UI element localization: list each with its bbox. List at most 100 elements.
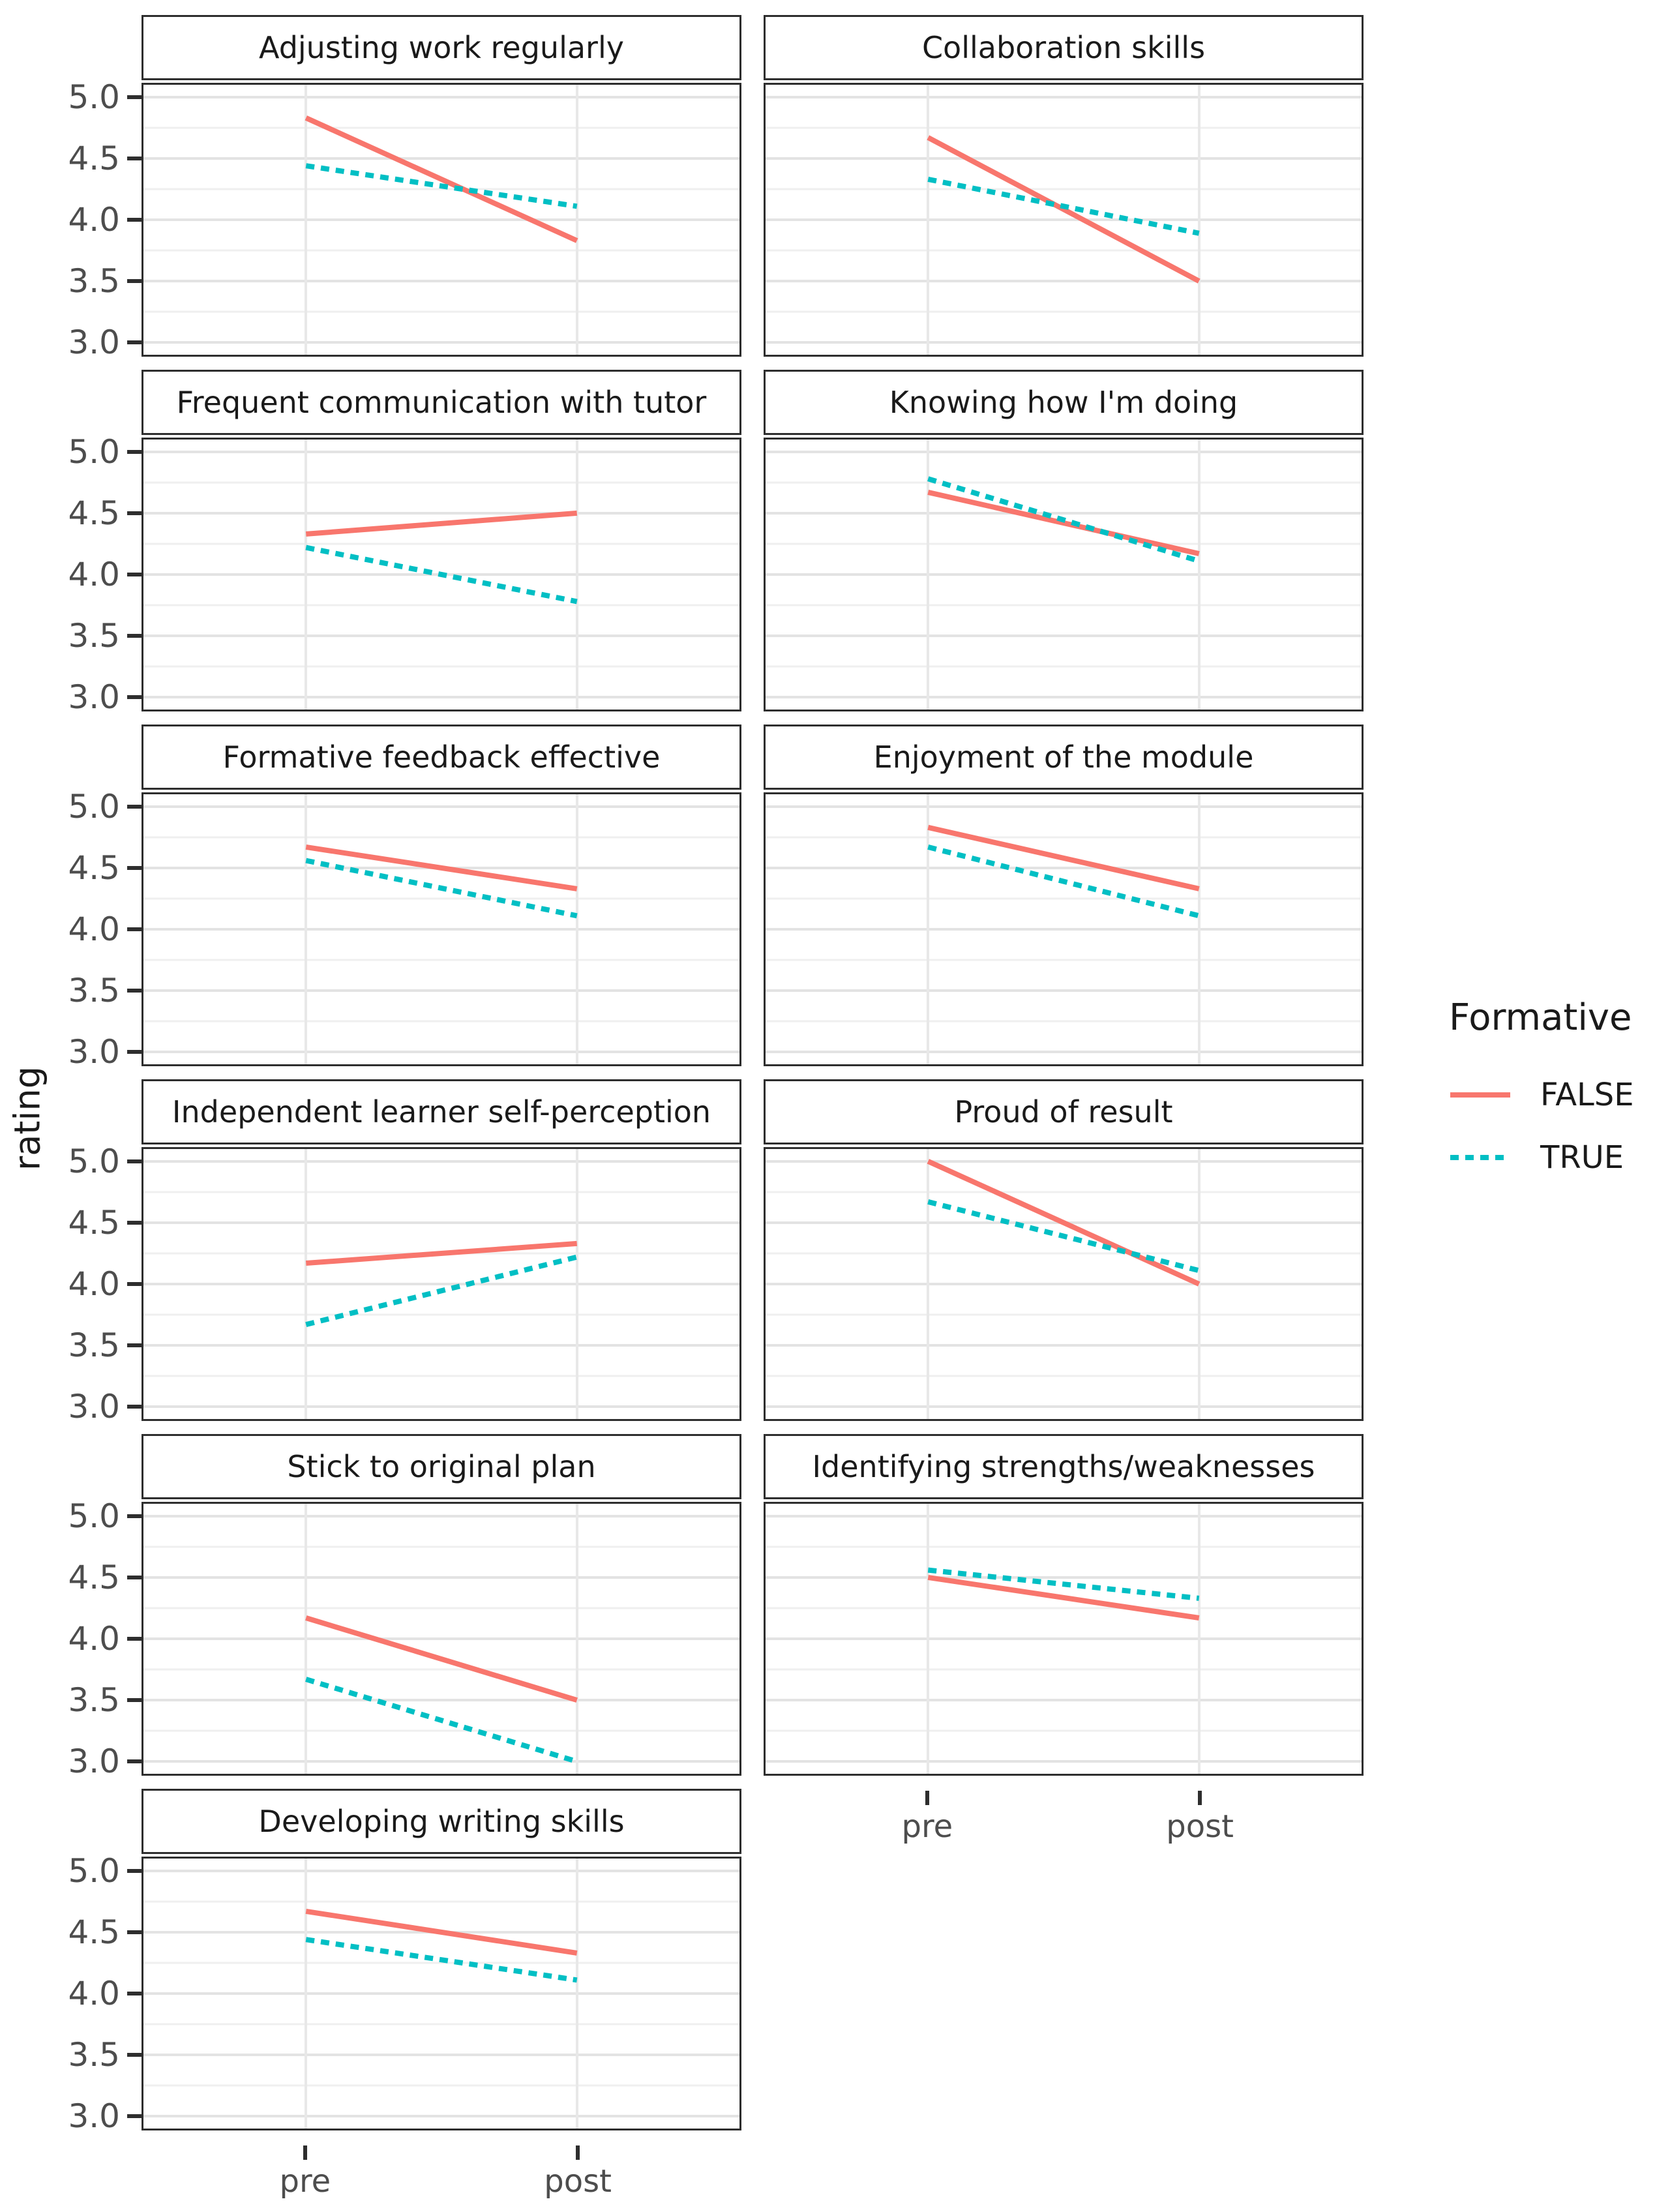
gridline	[766, 635, 1362, 638]
y-tick-label: 3.5	[68, 2036, 120, 2074]
y-tick-mark	[127, 1868, 142, 1873]
y-tick-mark	[127, 95, 142, 99]
y-tick-label: 5.0	[68, 1142, 120, 1180]
y-tick-mark	[127, 449, 142, 454]
gridline	[143, 836, 739, 839]
gridline	[766, 1051, 1362, 1054]
legend-label-false: FALSE	[1540, 1077, 1634, 1113]
gridline	[143, 1283, 739, 1285]
gridline	[927, 794, 930, 1064]
y-tick-label: 4.0	[68, 1975, 120, 2012]
gridline	[143, 249, 739, 252]
x-tick-mark	[303, 2145, 307, 2160]
facet-strip: Knowing how I'm doing	[764, 370, 1364, 435]
facet-grid: pre post pre post Adjusting work regular…	[68, 15, 1364, 2205]
facet-panel: Independent learner self-perception 5.0 4…	[68, 1079, 741, 1423]
line-true	[306, 861, 577, 916]
gridline	[1197, 85, 1200, 355]
gridline	[766, 1546, 1362, 1548]
facet-strip: Stick to original plan	[142, 1434, 741, 1499]
y-tick-mark	[127, 804, 142, 809]
y-tick-mark	[127, 1050, 142, 1054]
gridline	[766, 1668, 1362, 1671]
gridline	[143, 1313, 739, 1316]
gridline	[143, 1514, 739, 1517]
facet-strip: Developing writing skills	[142, 1789, 741, 1854]
facet-title: Stick to original plan	[287, 1449, 596, 1484]
y-tick-mark	[127, 279, 142, 284]
gridline	[143, 959, 739, 961]
facet-title: Formative feedback effective	[222, 740, 661, 775]
x-axis-column-1: pre post	[142, 2144, 741, 2205]
facet-title: Collaboration skills	[921, 30, 1206, 65]
facet-title: Frequent communication with tutor	[176, 385, 707, 420]
gridline	[766, 511, 1362, 515]
gridline	[766, 1313, 1362, 1316]
gridline	[1197, 794, 1200, 1064]
gridline	[1197, 440, 1200, 710]
gridline	[143, 157, 739, 160]
line-true	[928, 479, 1199, 561]
gridline	[143, 1992, 739, 1995]
gridline	[143, 2054, 739, 2057]
facet-title: Enjoyment of the module	[873, 740, 1254, 775]
line-true	[928, 1570, 1199, 1598]
gridline	[143, 511, 739, 515]
gridline	[143, 1962, 739, 1964]
y-tick-mark	[127, 1220, 142, 1225]
y-tick-mark	[127, 1159, 142, 1163]
facet-strip: Frequent communication with tutor	[142, 370, 741, 435]
line-true	[306, 166, 577, 206]
gridline	[766, 218, 1362, 221]
y-tick-mark	[127, 218, 142, 222]
gridline	[143, 341, 739, 344]
dashed-line-key-icon	[1450, 1155, 1510, 1160]
gridline	[766, 249, 1362, 252]
gridline	[766, 1760, 1362, 1763]
gridline	[575, 1859, 578, 2129]
gridline	[143, 1051, 739, 1054]
facet-panel: Collaboration skills	[764, 15, 1364, 357]
legend-item-true: TRUE	[1449, 1142, 1634, 1173]
y-tick-label: 5.0	[68, 787, 120, 826]
line-true	[306, 1679, 577, 1761]
y-tick-label: 4.5	[68, 139, 120, 177]
gridline	[766, 1405, 1362, 1409]
gridline	[143, 1546, 739, 1548]
legend-label-true: TRUE	[1540, 1139, 1624, 1176]
gridline	[927, 1504, 930, 1774]
gridline	[143, 543, 739, 545]
y-tick-mark	[127, 511, 142, 515]
y-tick-label: 3.0	[68, 1033, 120, 1071]
gridline	[305, 1149, 308, 1419]
facet-strip: Proud of result	[764, 1079, 1364, 1144]
y-tick-mark	[127, 1759, 142, 1764]
facet-plot-area: 5.0 4.5 4.0 3.5 3.0	[68, 1500, 741, 1778]
gridline	[143, 897, 739, 900]
y-tick-mark	[127, 1343, 142, 1348]
gridline	[766, 1699, 1362, 1702]
facet-panel: Frequent communication with tutor 5.0 4.5…	[68, 370, 741, 713]
gridline	[143, 1637, 739, 1640]
line-false	[306, 1911, 577, 1953]
gridline	[575, 440, 578, 710]
y-tick-mark	[127, 340, 142, 345]
x-tick-label-pre: pre	[279, 2163, 331, 2200]
gridline	[766, 95, 1362, 98]
line-false	[306, 118, 577, 241]
gridline	[143, 310, 739, 313]
y-axis-title: rating	[7, 1066, 48, 1171]
line-series-layer	[143, 1149, 739, 1419]
y-tick-mark	[127, 989, 142, 993]
gridline	[766, 1637, 1362, 1640]
facet-panel: Enjoyment of the module	[764, 725, 1364, 1066]
x-tick-mark	[576, 2145, 580, 2160]
facet-plot-area: 5.0 4.5 4.0 3.5 3.0	[68, 436, 741, 713]
y-tick-label: 4.5	[68, 1913, 120, 1951]
facet-strip: Identifying strengths/weaknesses	[764, 1434, 1364, 1499]
facet-title: Knowing how I'm doing	[889, 385, 1238, 420]
gridline	[575, 1504, 578, 1774]
gridline	[766, 280, 1362, 283]
gridline	[143, 1699, 739, 1702]
gridline	[305, 85, 308, 355]
